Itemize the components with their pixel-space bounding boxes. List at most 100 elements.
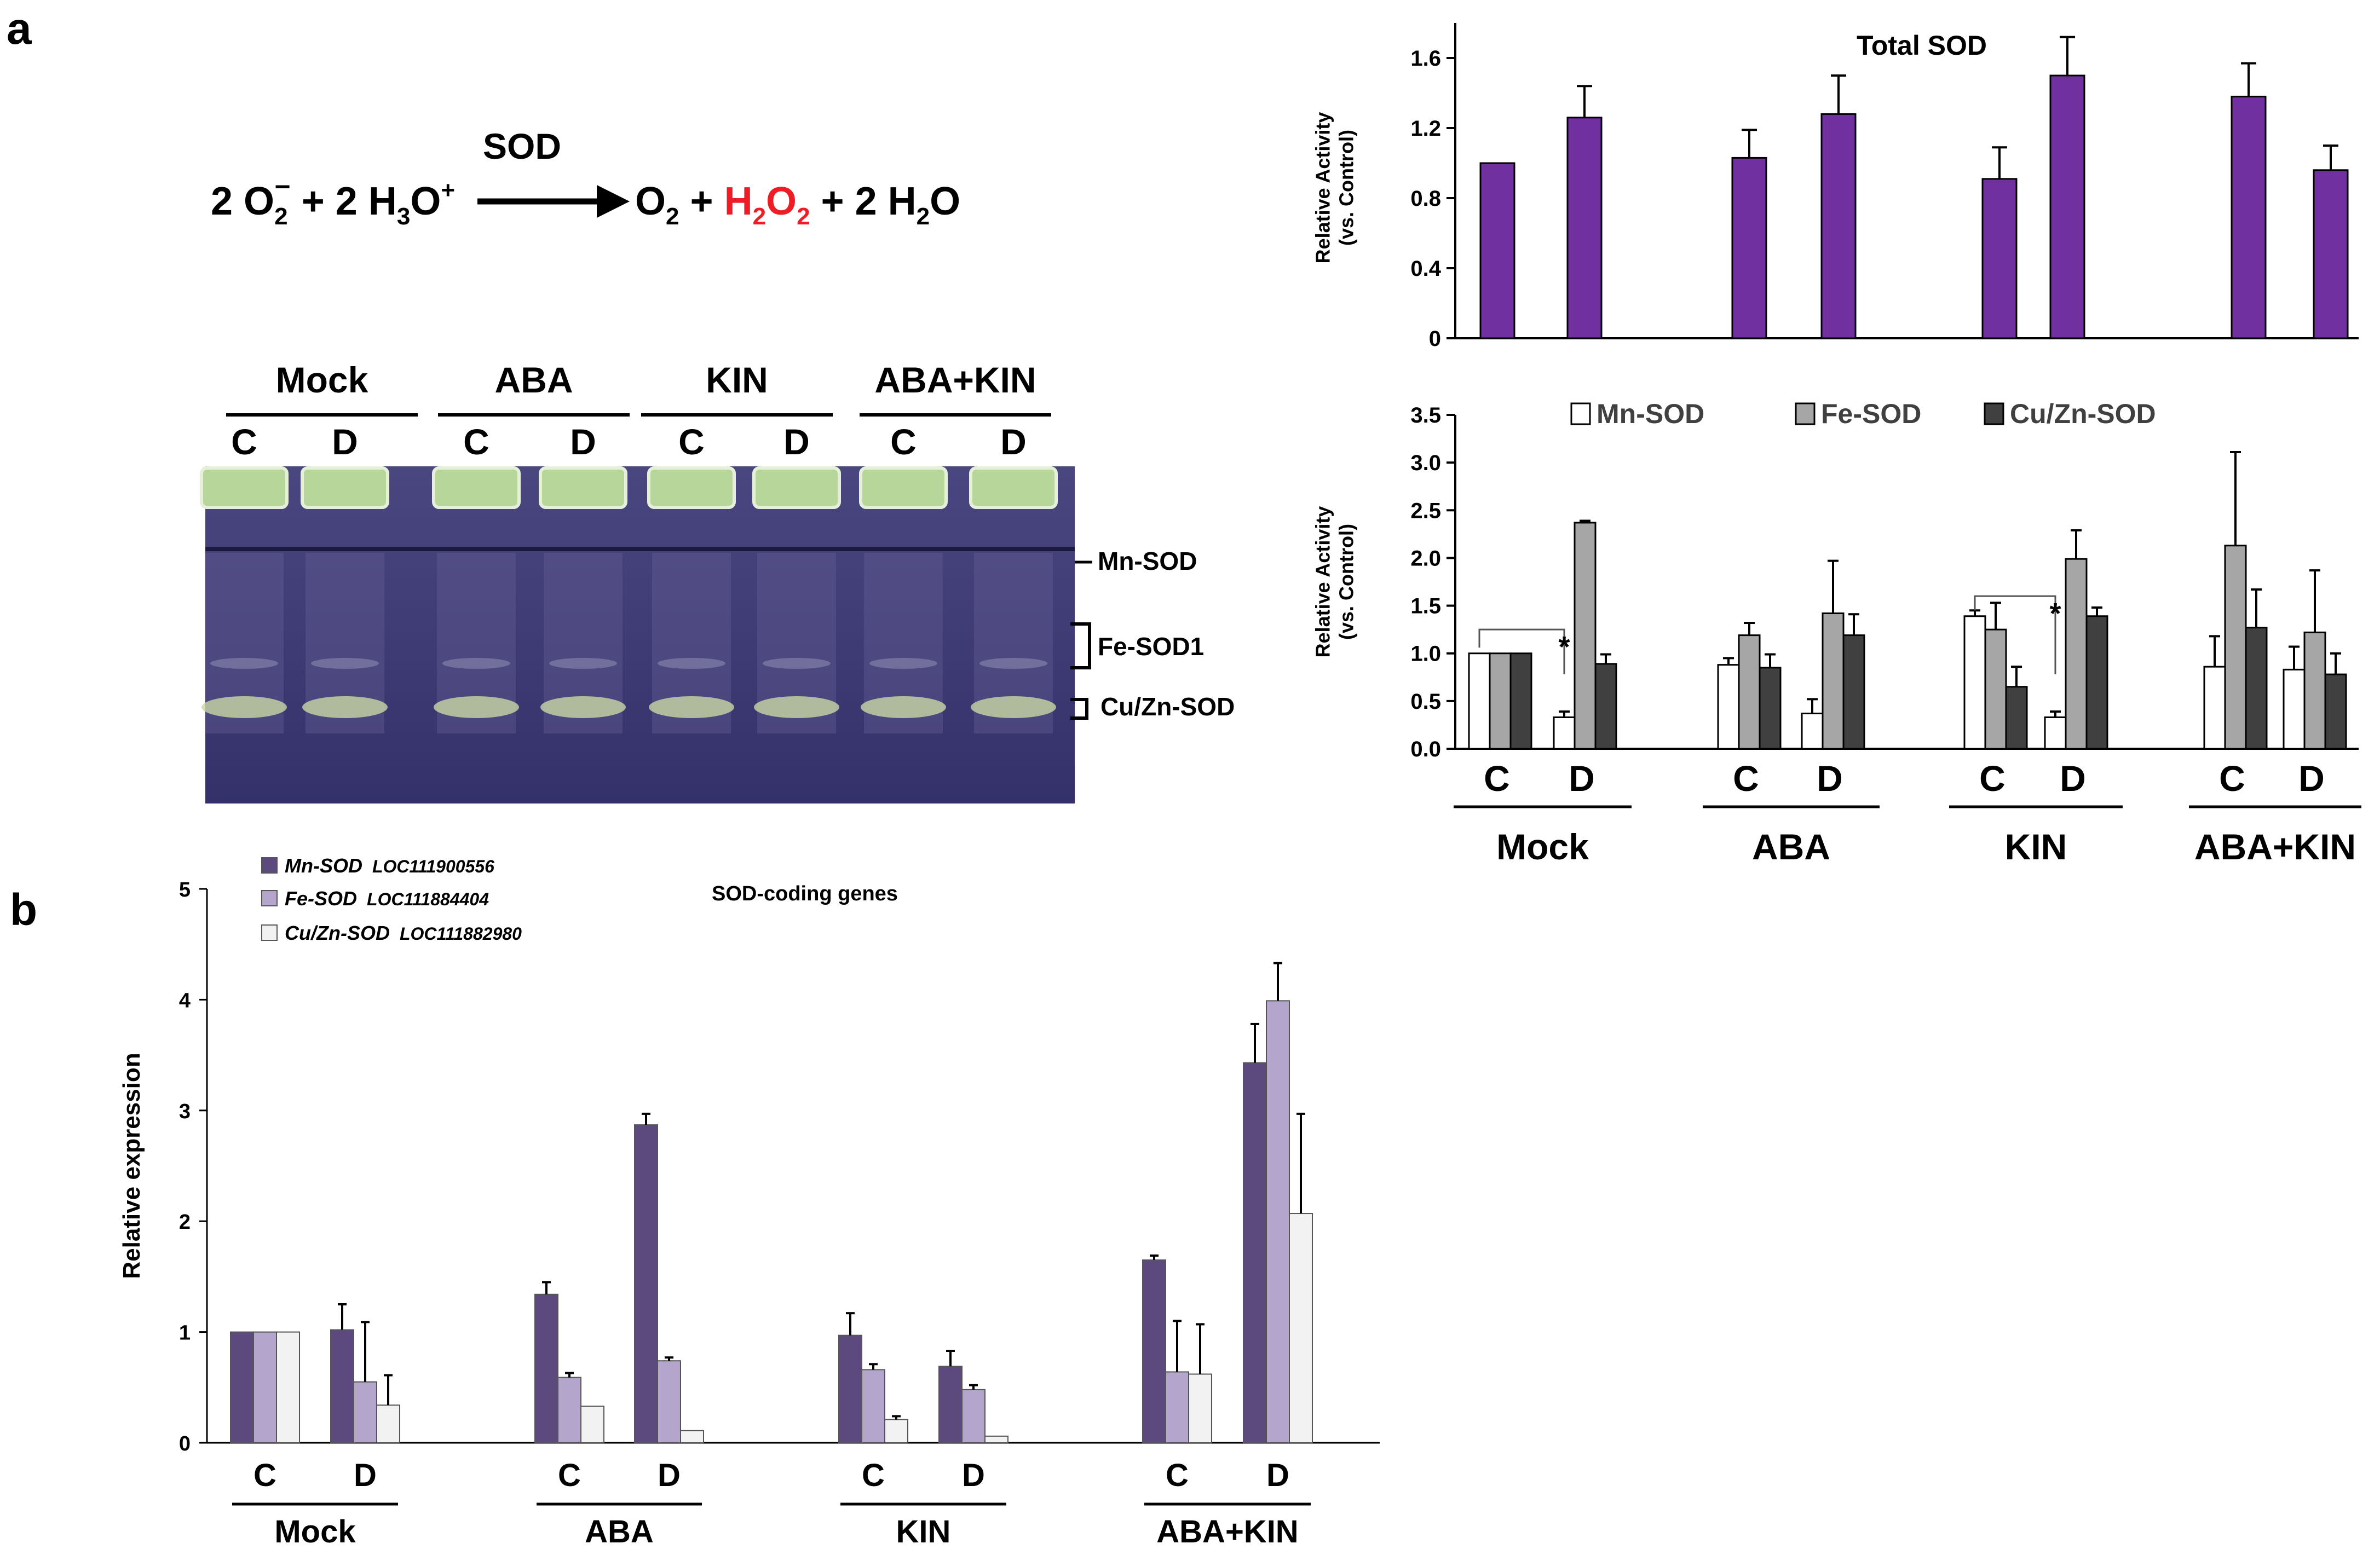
reaction-left-side: 2 O2− + 2 H3O+ bbox=[211, 171, 455, 230]
iso-group-label-kin: KIN bbox=[2005, 826, 2067, 867]
iso-y-tick-label: 3.0 bbox=[1410, 451, 1441, 475]
genes-bar-mn-sod bbox=[534, 1293, 558, 1443]
gel-lane-label: C bbox=[678, 421, 705, 462]
genes-subgroup-label: C bbox=[862, 1458, 885, 1493]
genes-group-label-kin: KIN bbox=[896, 1514, 951, 1550]
genes-bar-cu-zn-sod bbox=[580, 1406, 604, 1444]
gel-well bbox=[752, 466, 841, 509]
gel-group-label-mock: Mock bbox=[276, 360, 368, 400]
gel-band-cuzn bbox=[434, 696, 519, 718]
genes-legend-swatch-fe-sod bbox=[261, 890, 278, 906]
total-title: Total SOD bbox=[1857, 30, 1987, 61]
total-bar-kin-d bbox=[2049, 74, 2085, 339]
genes-group-label-aba: ABA bbox=[585, 1514, 654, 1550]
gel-well bbox=[969, 466, 1058, 509]
genes-legend-label-fe-sod: Fe-SOD LOC111884404 bbox=[285, 887, 489, 910]
genes-bar-fe-sod bbox=[253, 1331, 277, 1444]
gel-lane-label: D bbox=[1000, 421, 1027, 462]
gel-image bbox=[205, 466, 1075, 803]
iso-subgroup-label: D bbox=[2060, 758, 2086, 799]
total-sod-chart: 0 0.4 0.8 1.2 1.6 Total SOD Relative Activity(… bbox=[1311, 23, 2359, 351]
genes-subgroup-label: D bbox=[658, 1458, 681, 1493]
genes-bar-fe-sod bbox=[1165, 1371, 1189, 1444]
iso-y-tick-label: 1.5 bbox=[1410, 594, 1441, 618]
iso-significance-bracket bbox=[1478, 628, 1565, 675]
gel-band-cuzn bbox=[971, 696, 1056, 718]
genes-bar-fe-sod bbox=[1266, 1000, 1290, 1443]
gel-lane-label: C bbox=[231, 421, 257, 462]
iso-significance-bracket bbox=[1974, 595, 2056, 675]
genes-y-tick-label: 4 bbox=[179, 989, 191, 1012]
genes-y-tick-label: 0 bbox=[179, 1432, 191, 1455]
reaction-arrowhead bbox=[597, 185, 630, 218]
zymogram-gel: Mock ABA KIN ABA+KIN C D C D C D C D Mn-SOD Fe-SOD1 C… bbox=[200, 360, 1235, 803]
iso-subgroup-label: C bbox=[1733, 758, 1759, 799]
gel-well bbox=[647, 466, 736, 509]
reaction-right-side: O2 + H2O2 + 2 H2O bbox=[635, 180, 960, 230]
iso-bar-cu-zn-sod bbox=[2085, 615, 2108, 750]
gel-well bbox=[432, 466, 521, 509]
total-y-label: Relative Activity(vs. Control) bbox=[1311, 112, 1357, 264]
gel-band-fe bbox=[763, 658, 831, 669]
genes-legend-swatch-cu-zn-sod bbox=[261, 924, 278, 941]
iso-group-label-mock: Mock bbox=[1496, 826, 1589, 867]
gel-band-cuzn bbox=[649, 696, 734, 718]
gel-band-label-mn: Mn-SOD bbox=[1098, 547, 1197, 575]
genes-group-label-aba-kin: ABA+KIN bbox=[1156, 1514, 1298, 1550]
iso-legend-swatch-mn-sod bbox=[1570, 402, 1591, 425]
genes-subgroup-label: C bbox=[1166, 1458, 1189, 1493]
total-bar-aba-d bbox=[1820, 113, 1857, 339]
iso-bar-fe-sod bbox=[1822, 612, 1845, 750]
genes-bar-mn-sod bbox=[1243, 1062, 1267, 1443]
genes-bar-mn-sod bbox=[1142, 1259, 1166, 1444]
iso-group-label-aba-kin: ABA+KIN bbox=[2194, 826, 2356, 867]
total-bar-aba-c bbox=[1731, 157, 1767, 339]
reaction-equation: SOD 2 O2− + 2 H3O+ O2 + H2O2 + 2 H2O bbox=[211, 126, 960, 230]
genes-subgroup-label: C bbox=[253, 1458, 276, 1493]
gel-group-label-aba+kin: ABA+KIN bbox=[874, 360, 1036, 400]
gel-lane-label: C bbox=[463, 421, 489, 462]
gel-group-label-aba: ABA bbox=[495, 360, 573, 400]
total-bar-kin-c bbox=[1981, 178, 2018, 339]
genes-y-tick-label: 2 bbox=[179, 1211, 191, 1234]
genes-subgroup-label: D bbox=[1266, 1458, 1289, 1493]
iso-subgroup-label: C bbox=[1979, 758, 2006, 799]
total-bar-aba-kin-c bbox=[2231, 95, 2267, 339]
total-y-tick-label: 1.2 bbox=[1410, 117, 1441, 141]
iso-bar-fe-sod bbox=[1738, 634, 1761, 750]
total-y-tick-label: 0.8 bbox=[1410, 187, 1441, 211]
genes-subgroup-label: D bbox=[354, 1458, 377, 1493]
gel-well bbox=[859, 466, 948, 509]
iso-y-tick-label: 0.5 bbox=[1410, 690, 1441, 714]
iso-y-tick-label: 0.0 bbox=[1410, 737, 1441, 761]
gel-band-cuzn bbox=[201, 696, 287, 718]
iso-bar-fe-sod bbox=[1489, 652, 1512, 750]
panel-label-a: a bbox=[7, 4, 32, 54]
iso-bar-fe-sod bbox=[1574, 522, 1597, 750]
gel-band-cuzn bbox=[302, 696, 388, 718]
sod-isoforms-chart: 0.0 0.5 1.0 1.5 2.0 2.5 3.0 3.5 Relative Activit… bbox=[1311, 398, 2361, 867]
gel-band-fe bbox=[311, 658, 379, 669]
gel-group-label-kin: KIN bbox=[706, 360, 768, 400]
genes-y-tick-label: 5 bbox=[179, 878, 191, 901]
iso-group-label-aba: ABA bbox=[1752, 826, 1830, 867]
panel-label-b: b bbox=[10, 885, 37, 935]
iso-legend-label-mn-sod: Mn-SOD bbox=[1597, 398, 1704, 429]
gel-band-fe bbox=[442, 658, 510, 669]
genes-bar-cu-zn-sod bbox=[984, 1435, 1009, 1443]
iso-bar-fe-sod bbox=[2224, 545, 2247, 750]
sod-gene-expression-chart: 0 1 2 3 4 5 Relative expression SOD-coding gene… bbox=[118, 854, 1380, 1550]
genes-bar-fe-sod bbox=[353, 1381, 377, 1443]
gel-band-label-cuzn: Cu/Zn-SOD bbox=[1100, 692, 1235, 721]
iso-bar-mn-sod bbox=[1801, 713, 1824, 750]
gel-fe-bracket bbox=[1070, 622, 1091, 669]
genes-bar-cu-zn-sod bbox=[680, 1430, 704, 1444]
gel-lane-label: D bbox=[332, 421, 358, 462]
genes-bar-mn-sod bbox=[838, 1334, 862, 1444]
genes-y-tick-label: 3 bbox=[179, 1100, 191, 1123]
gel-band-label-fe: Fe-SOD1 bbox=[1098, 632, 1204, 661]
iso-legend-swatch-cu-zn-sod bbox=[1984, 402, 2004, 425]
genes-bar-mn-sod bbox=[938, 1366, 963, 1443]
genes-bar-mn-sod bbox=[634, 1124, 658, 1444]
iso-bar-cu-zn-sod bbox=[2005, 686, 2028, 750]
